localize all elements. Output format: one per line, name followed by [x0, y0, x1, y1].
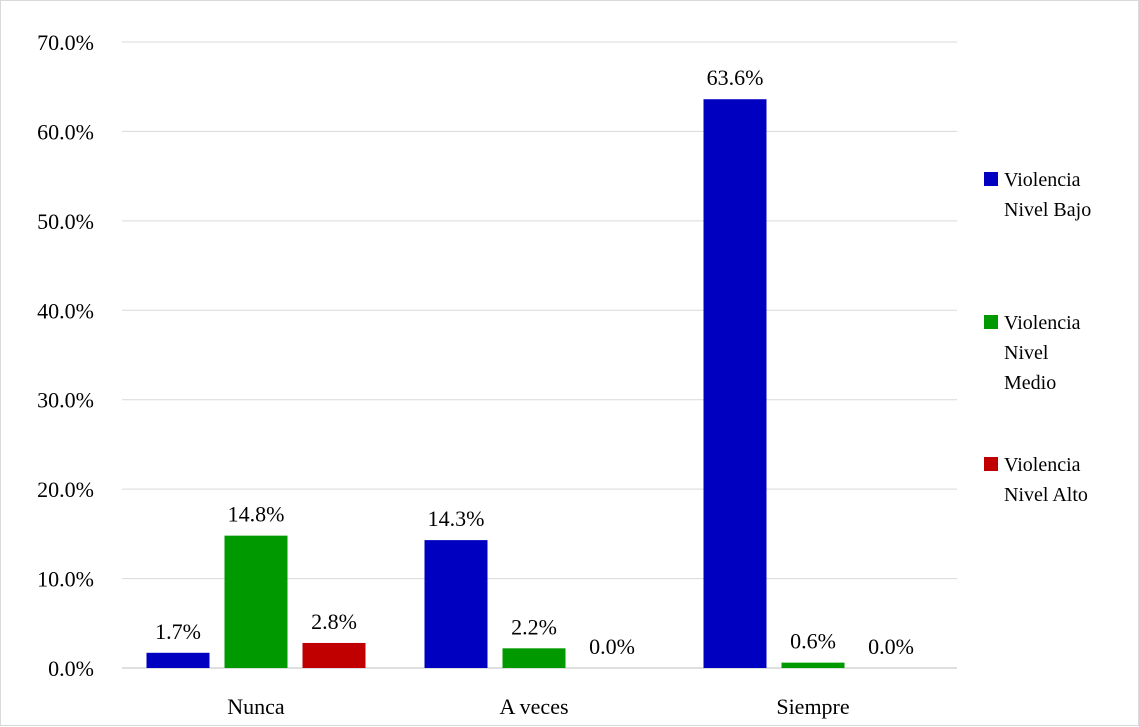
x-axis-category-labels: Nunca A veces Siempre	[227, 694, 849, 719]
data-label: 0.6%	[790, 629, 836, 654]
y-tick-label: 50.0%	[37, 209, 94, 234]
bars	[146, 99, 845, 669]
data-label: 14.3%	[428, 506, 485, 531]
data-label: 14.8%	[228, 502, 285, 527]
legend-swatch	[984, 457, 998, 471]
data-label: 0.0%	[868, 634, 914, 659]
bar	[302, 642, 366, 668]
data-labels: 1.7% 14.3% 63.6% 14.8% 2.2% 0.6% 2.8% 0.0% 0.0%	[155, 65, 914, 659]
data-label: 1.7%	[155, 619, 201, 644]
y-tick-label: 30.0%	[37, 388, 94, 413]
bar	[224, 535, 288, 668]
bar	[703, 99, 767, 669]
legend-label: Violencia	[1004, 454, 1081, 476]
legend-label: Nivel Alto	[1004, 484, 1088, 506]
x-category-label: Siempre	[776, 694, 849, 719]
data-label: 2.8%	[311, 609, 357, 634]
data-label: 0.0%	[589, 634, 635, 659]
legend-label: Nivel	[1004, 342, 1049, 364]
bar	[424, 540, 488, 668]
legend-item: Violencia Nivel Alto	[984, 454, 1088, 506]
legend-item: Violencia Nivel Medio	[984, 312, 1081, 394]
x-category-label: A veces	[499, 694, 568, 719]
bar	[781, 662, 845, 668]
bar	[502, 648, 566, 668]
bar	[146, 652, 210, 668]
y-tick-label: 60.0%	[37, 119, 94, 144]
legend-label: Violencia	[1004, 169, 1081, 191]
y-axis-tick-labels: 0.0% 10.0% 20.0% 30.0% 40.0% 50.0% 60.0% 70.0%	[37, 30, 94, 681]
y-tick-label: 70.0%	[37, 30, 94, 55]
legend-label: Medio	[1004, 372, 1056, 394]
legend-label: Violencia	[1004, 312, 1081, 334]
data-label: 63.6%	[707, 65, 764, 90]
legend-item: Violencia Nivel Bajo	[984, 169, 1091, 221]
legend-swatch	[984, 172, 998, 186]
legend-swatch	[984, 315, 998, 329]
legend-label: Nivel Bajo	[1004, 199, 1091, 221]
y-tick-label: 0.0%	[48, 656, 94, 681]
y-tick-label: 10.0%	[37, 567, 94, 592]
x-category-label: Nunca	[227, 694, 285, 719]
y-tick-label: 20.0%	[37, 477, 94, 502]
y-tick-label: 40.0%	[37, 298, 94, 323]
data-label: 2.2%	[511, 614, 557, 639]
